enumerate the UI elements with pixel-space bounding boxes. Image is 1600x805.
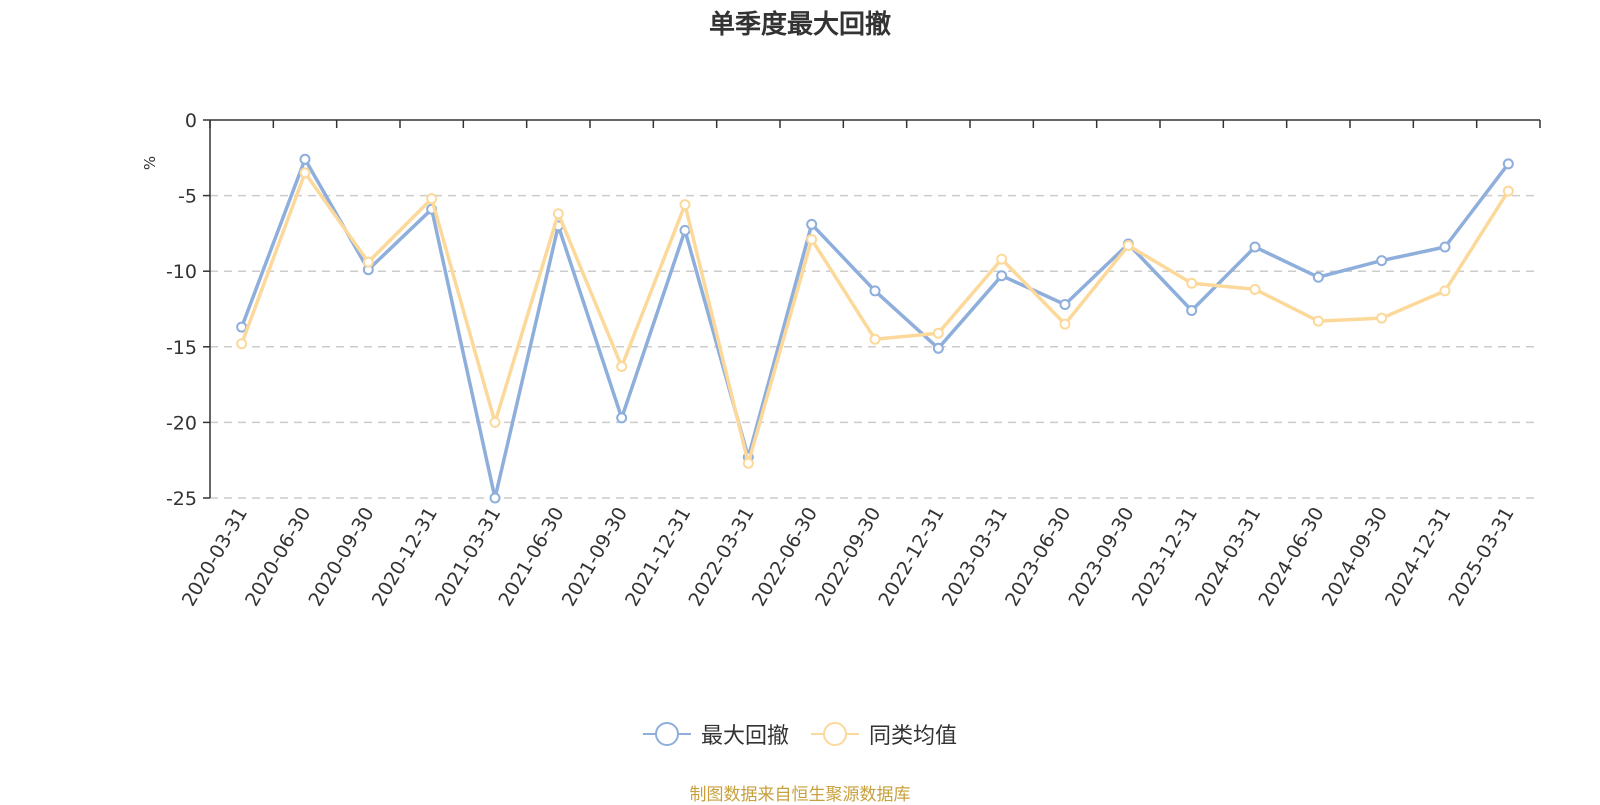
x-tick-label: 2020-03-31 (178, 504, 252, 611)
data-point (1376, 312, 1388, 324)
chart-title: 单季度最大回撤 (708, 10, 891, 40)
legend-item-max-drawdown[interactable]: 最大回撤 (642, 718, 789, 750)
axis-layer: 0-5-10-15-20-252020-03-312020-06-302020-… (166, 110, 1541, 611)
data-point (236, 338, 248, 350)
x-tick-label: 2022-06-30 (748, 504, 822, 611)
data-point (1186, 305, 1198, 317)
data-point (1439, 285, 1451, 297)
x-tick-label: 2022-12-31 (874, 504, 948, 611)
data-point (1502, 185, 1514, 197)
data-point (1439, 241, 1451, 253)
data-point (236, 321, 248, 333)
data-point (1502, 158, 1514, 170)
data-point (1186, 277, 1198, 289)
y-tick-label: -15 (166, 337, 197, 359)
data-point (932, 342, 944, 354)
x-tick-label: 2020-06-30 (241, 504, 315, 611)
data-point (426, 193, 438, 205)
data-point (806, 218, 818, 230)
x-tick-label: 2024-03-31 (1191, 504, 1265, 611)
data-point (1312, 271, 1324, 283)
data-point (299, 167, 311, 179)
x-tick-label: 2025-03-31 (1444, 504, 1518, 611)
legend-label: 同类均值 (869, 724, 958, 749)
y-tick-label: 0 (185, 110, 197, 132)
x-tick-label: 2021-06-30 (494, 504, 568, 611)
data-point (1249, 241, 1261, 253)
source-note: 制图数据来自恒生聚源数据库 (689, 785, 911, 805)
data-point (552, 208, 564, 220)
data-point (489, 416, 501, 428)
legend: 最大回撤 同类均值 (0, 718, 1600, 750)
x-tick-label: 2023-12-31 (1128, 504, 1202, 611)
y-axis-unit-label: % (141, 156, 159, 170)
x-tick-label: 2024-06-30 (1254, 504, 1328, 611)
x-tick-label: 2021-03-31 (431, 504, 505, 611)
y-tick-label: -5 (178, 186, 197, 208)
x-tick-label: 2023-09-30 (1064, 504, 1138, 611)
data-point (1059, 298, 1071, 310)
x-tick-label: 2020-09-30 (304, 504, 378, 611)
data-point (996, 270, 1008, 282)
data-point (1059, 318, 1071, 330)
data-point (1249, 283, 1261, 295)
x-tick-label: 2023-06-30 (1001, 504, 1075, 611)
x-tick-label: 2024-12-31 (1381, 504, 1455, 611)
data-point (299, 153, 311, 165)
grid-layer (210, 194, 1540, 499)
data-point (616, 360, 628, 372)
data-point (679, 199, 691, 211)
x-tick-label: 2022-03-31 (684, 504, 758, 611)
data-point (869, 285, 881, 297)
x-tick-label: 2022-09-30 (811, 504, 885, 611)
data-point (679, 224, 691, 236)
data-point (1376, 255, 1388, 267)
legend-label: 最大回撤 (700, 724, 789, 749)
data-point (362, 256, 374, 268)
data-point (1122, 239, 1134, 251)
data-point (996, 253, 1008, 265)
data-point (869, 333, 881, 345)
legend-item-peer-average[interactable]: 同类均值 (811, 718, 957, 750)
data-point (1312, 315, 1324, 327)
x-tick-label: 2023-03-31 (938, 504, 1012, 611)
y-tick-label: -20 (166, 412, 197, 434)
legend-swatch-max-drawdown-icon (642, 721, 691, 747)
x-tick-label: 2020-12-31 (368, 504, 442, 611)
y-tick-label: -10 (166, 261, 197, 283)
series-layer (236, 153, 1514, 504)
x-tick-label: 2021-09-30 (558, 504, 632, 611)
x-tick-label: 2024-09-30 (1318, 504, 1392, 611)
data-point (742, 457, 754, 469)
data-point (616, 412, 628, 424)
data-point (932, 327, 944, 339)
data-point (489, 492, 501, 504)
legend-swatch-peer-average-icon (811, 721, 859, 747)
y-tick-label: -25 (166, 488, 197, 510)
x-tick-label: 2021-12-31 (621, 504, 695, 611)
data-point (806, 233, 818, 245)
